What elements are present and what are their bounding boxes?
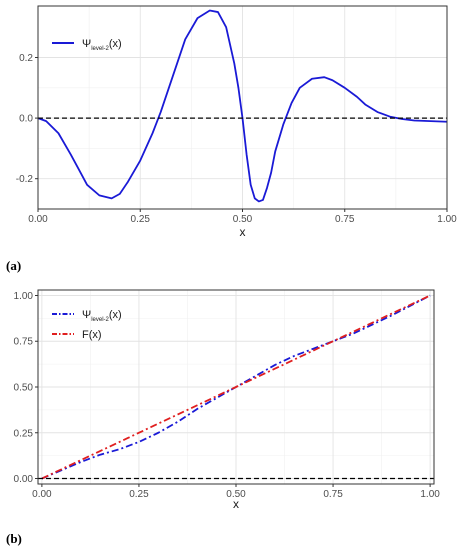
panel-label: (b) <box>6 531 22 546</box>
x-tick-label: 0.75 <box>323 489 343 500</box>
y-tick-label: 0.00 <box>14 474 34 485</box>
x-tick-label: 0.25 <box>129 489 149 500</box>
legend: Ψlevel-2(x) <box>52 38 122 52</box>
x-tick-label: 0.00 <box>28 214 48 225</box>
panel-label: (a) <box>6 258 21 273</box>
y-tick-label: 0.50 <box>14 383 34 394</box>
y-tick-label: -0.2 <box>16 174 34 185</box>
series-line-2 <box>41 294 431 480</box>
chart-panel-2: 0.00 0.25 0.50 0.75 1.00 0.00 0.25 0.50 0.75 1.00… <box>6 289 440 546</box>
x-tick-label: 0.25 <box>131 214 151 225</box>
y-tick-label: 0.2 <box>19 53 33 64</box>
x-axis-label: x <box>240 225 246 239</box>
x-tick-label: 0.50 <box>226 489 246 500</box>
legend-label-1: Ψlevel-2(x) <box>82 38 122 52</box>
x-tick-label: 1.00 <box>437 214 457 225</box>
y-tick-label: 0.0 <box>19 114 33 125</box>
x-tick-label: 1.00 <box>420 489 440 500</box>
series-line-1 <box>37 9 448 203</box>
y-tick-label: 1.00 <box>14 291 34 302</box>
x-tick-label: 0.75 <box>335 214 355 225</box>
y-tick-label: 0.25 <box>14 428 34 439</box>
legend-label-1: Ψlevel-2(x) <box>82 309 122 323</box>
chart-panel-1: 0.00 0.25 0.50 0.75 1.00 -0.2 0.0 0.2 x Ψlevel-2(… <box>6 5 457 273</box>
x-axis-label: x <box>233 497 239 511</box>
legend: Ψlevel-2(x) F(x) <box>52 309 122 341</box>
y-tick-label: 0.75 <box>14 337 34 348</box>
x-tick-label: 0.50 <box>233 214 253 225</box>
legend-label-2: F(x) <box>82 329 102 341</box>
x-tick-label: 0.00 <box>32 489 52 500</box>
